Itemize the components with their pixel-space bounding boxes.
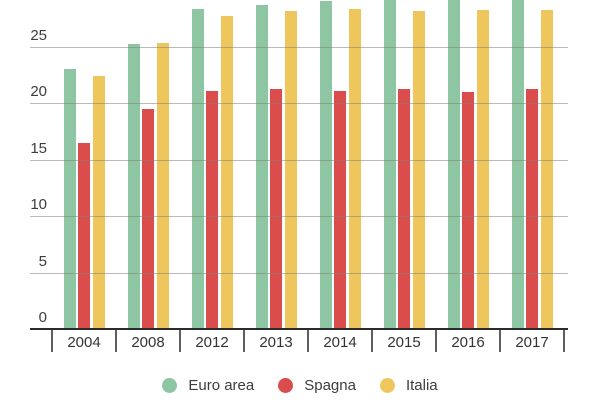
bar-euro-area-2017 bbox=[511, 0, 524, 329]
y-axis-label-5: 5 bbox=[38, 252, 47, 270]
gridline-y-5 bbox=[30, 272, 568, 274]
bar-spagna-2015 bbox=[398, 89, 410, 329]
bar-italia-2016 bbox=[476, 10, 489, 329]
bar-spagna-2016 bbox=[462, 91, 474, 329]
legend-item-euro-area: Euro area bbox=[162, 377, 254, 394]
legend-swatch-italia bbox=[379, 377, 395, 393]
bar-euro-area-2008 bbox=[127, 44, 140, 329]
bar-italia-2008 bbox=[156, 43, 169, 329]
bar-euro-area-2012 bbox=[191, 9, 204, 329]
x-axis-line bbox=[30, 328, 568, 330]
y-axis-label-20: 20 bbox=[30, 83, 47, 100]
legend-swatch-spagna bbox=[278, 377, 294, 393]
bar-italia-2017 bbox=[540, 10, 553, 329]
x-axis-tick-1 bbox=[115, 330, 117, 352]
legend-item-italia: Italia bbox=[379, 376, 438, 394]
gridline-y-20 bbox=[30, 103, 568, 104]
legend: Euro area Spagna Italia bbox=[0, 374, 600, 396]
bar-italia-2004 bbox=[92, 75, 105, 329]
gridline-y-15 bbox=[30, 159, 568, 161]
y-axis-label-10: 10 bbox=[30, 196, 47, 213]
bar-euro-area-2016 bbox=[447, 0, 460, 329]
bar-italia-2013 bbox=[284, 11, 297, 329]
x-axis-label-2012: 2012 bbox=[195, 334, 229, 351]
gridline-y-10 bbox=[30, 216, 568, 217]
y-axis-label-15: 15 bbox=[30, 139, 47, 157]
y-axis-label-0: 0 bbox=[38, 309, 47, 326]
x-axis-label-2013: 2013 bbox=[259, 334, 293, 351]
x-axis-label-2014: 2014 bbox=[323, 334, 357, 351]
x-axis-tick-4 bbox=[307, 330, 309, 352]
bar-spagna-2017 bbox=[526, 89, 538, 329]
y-axis-label-25: 25 bbox=[30, 26, 47, 44]
x-axis-label-2016: 2016 bbox=[451, 334, 485, 351]
bar-spagna-2012 bbox=[206, 90, 218, 329]
legend-item-spagna: Spagna bbox=[278, 377, 356, 394]
x-axis-label-2017: 2017 bbox=[515, 334, 549, 351]
gridline-y-25 bbox=[30, 46, 568, 48]
bar-euro-area-2004 bbox=[63, 69, 76, 329]
legend-label-spagna: Spagna bbox=[304, 376, 356, 394]
bar-spagna-2008 bbox=[142, 108, 154, 329]
x-axis-tick-8 bbox=[563, 330, 565, 352]
x-axis-tick-7 bbox=[499, 330, 501, 352]
bar-spagna-2004 bbox=[78, 142, 90, 329]
bar-euro-area-2015 bbox=[383, 0, 396, 329]
x-axis-tick-5 bbox=[371, 330, 373, 352]
x-axis-tick-3 bbox=[243, 330, 245, 352]
bar-euro-area-2013 bbox=[255, 4, 268, 329]
bar-spagna-2013 bbox=[270, 89, 282, 329]
legend-label-italia: Italia bbox=[405, 376, 438, 394]
x-axis-tick-6 bbox=[435, 330, 437, 352]
legend-label-euro-area: Euro area bbox=[188, 376, 255, 394]
bar-italia-2012 bbox=[220, 16, 233, 329]
bar-euro-area-2014 bbox=[319, 1, 332, 329]
x-axis-label-2008: 2008 bbox=[131, 334, 165, 351]
x-axis-label-2004: 2004 bbox=[67, 334, 101, 351]
x-axis-tick-0 bbox=[51, 330, 53, 352]
bar-spagna-2014 bbox=[334, 90, 346, 329]
legend-swatch-euro-area bbox=[162, 377, 178, 393]
bar-italia-2014 bbox=[348, 9, 361, 329]
bar-italia-2015 bbox=[412, 11, 425, 329]
x-axis-tick-2 bbox=[179, 330, 181, 352]
x-axis-label-2015: 2015 bbox=[387, 334, 421, 351]
